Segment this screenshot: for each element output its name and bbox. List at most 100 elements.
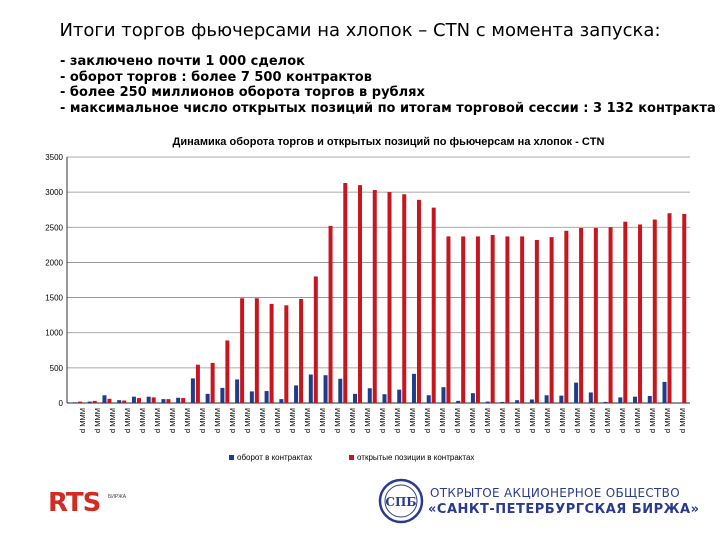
rts-logo: RTS БИРЖА — [48, 488, 158, 518]
open-interest-bar — [269, 303, 274, 403]
summary-list: заключено почти 1 000 сделок оборот торг… — [60, 54, 716, 116]
x-tick-label: d MMM — [528, 408, 537, 433]
x-tick-label: d MMM — [363, 408, 372, 433]
x-tick-label: d MMM — [633, 408, 642, 433]
open-interest-bar — [195, 364, 200, 403]
x-tick-label: d MMM — [258, 408, 267, 433]
open-interest-bar — [431, 207, 436, 403]
x-tick-label: d MMM — [378, 408, 387, 433]
open-interest-bar — [623, 221, 628, 403]
y-tick-label: 0 — [59, 399, 64, 408]
turnover-bar — [220, 387, 225, 403]
open-interest-bar — [254, 298, 259, 403]
spb-company-type: ОТКРЫТОЕ АКЦИОНЕРНОЕ ОБЩЕСТВО — [430, 486, 680, 500]
turnover-bar — [574, 382, 579, 403]
turnover-bar — [426, 395, 431, 403]
turnover-bar — [588, 392, 593, 403]
open-interest-bar — [638, 224, 643, 403]
turnover-bar — [190, 378, 195, 403]
x-tick-label: d MMM — [333, 408, 342, 433]
turnover-bar — [323, 375, 328, 403]
legend-swatch-turnover — [229, 455, 234, 460]
open-interest-bar — [564, 230, 569, 403]
x-tick-label: d MMM — [543, 408, 552, 433]
y-tick-label: 2500 — [45, 223, 63, 232]
open-interest-bar — [461, 236, 466, 403]
y-tick-label: 1000 — [45, 329, 63, 338]
x-tick-label: d MMM — [468, 408, 477, 433]
open-interest-bar — [240, 298, 245, 403]
chart-title: Динамика оборота торгов и открытых позиц… — [173, 136, 605, 148]
turnover-bar — [73, 402, 77, 403]
x-tick-label: d MMM — [303, 408, 312, 433]
x-tick-label: d MMM — [198, 408, 207, 433]
y-tick-label: 500 — [50, 364, 64, 373]
open-interest-bar — [446, 236, 451, 403]
open-interest-bar — [92, 400, 97, 403]
open-interest-bar — [475, 236, 480, 403]
legend-label-turnover: оборот в контрактах — [237, 453, 312, 462]
turnover-bar — [338, 378, 343, 403]
open-interest-bar — [328, 225, 333, 403]
spb-emblem-icon: СПБ — [378, 478, 424, 524]
turnover-bar — [102, 395, 107, 403]
open-interest-bar — [505, 236, 510, 403]
x-tick-label: d MMM — [483, 408, 492, 433]
turnover-bar — [544, 395, 549, 403]
turnover-bar — [618, 397, 623, 403]
turnover-bar — [397, 389, 402, 403]
rts-logo-sub: БИРЖА — [108, 494, 127, 500]
open-interest-bar — [549, 237, 554, 403]
x-tick-label: d MMM — [408, 408, 417, 433]
x-tick-label: d MMM — [183, 408, 192, 433]
x-tick-label: d MMM — [168, 408, 177, 433]
turnover-bar — [279, 399, 284, 403]
x-tick-label: d MMM — [558, 408, 567, 433]
open-interest-bar — [343, 183, 348, 403]
open-interest-bar — [520, 236, 525, 403]
spb-exchange-logo: СПБ ОТКРЫТОЕ АКЦИОНЕРНОЕ ОБЩЕСТВО «САНКТ… — [378, 478, 699, 528]
open-interest-bar — [534, 239, 539, 403]
turnover-bar — [456, 400, 461, 403]
turnover-bar — [411, 373, 416, 403]
turnover-bar — [367, 388, 372, 403]
spb-emblem-text: СПБ — [385, 495, 416, 509]
turnover-bar — [485, 401, 490, 403]
x-tick-label: d MMM — [618, 408, 627, 433]
x-tick-label: d MMM — [93, 408, 102, 433]
summary-item: заключено почти 1 000 сделок — [60, 54, 716, 70]
x-tick-label: d MMM — [603, 408, 612, 433]
turnover-bar — [131, 396, 136, 403]
open-interest-bar — [593, 227, 598, 403]
turnover-bar — [382, 394, 387, 403]
open-interest-bar — [652, 219, 657, 403]
turnover-bar — [87, 401, 92, 403]
y-tick-label: 2000 — [45, 258, 63, 267]
turnover-bar — [294, 385, 299, 403]
summary-item: оборот торгов : более 7 500 контрактов — [60, 70, 716, 86]
open-interest-bar — [579, 227, 584, 403]
open-interest-bar — [608, 227, 613, 403]
y-tick-label: 3500 — [45, 153, 63, 162]
turnover-bar — [603, 401, 608, 403]
open-interest-bar — [682, 213, 687, 403]
x-tick-label: d MMM — [453, 408, 462, 433]
x-tick-label: d MMM — [138, 408, 147, 433]
x-tick-label: d MMM — [318, 408, 327, 433]
x-tick-label: d MMM — [648, 408, 657, 433]
turnover-bar — [161, 399, 166, 403]
open-interest-bar — [122, 400, 127, 403]
turnover-bar — [559, 395, 564, 403]
turnover-bar — [470, 393, 475, 403]
x-tick-label: d MMM — [108, 408, 117, 433]
x-tick-label: d MMM — [573, 408, 582, 433]
x-tick-label: d MMM — [588, 408, 597, 433]
x-tick-label: d MMM — [243, 408, 252, 433]
turnover-bar — [308, 374, 313, 403]
x-tick-label: d MMM — [273, 408, 282, 433]
spb-company-name: «САНКТ-ПЕТЕРБУРГСКАЯ БИРЖА» — [428, 502, 700, 517]
turnover-bar — [249, 391, 254, 403]
turnover-bar — [633, 396, 638, 403]
x-tick-label: d MMM — [393, 408, 402, 433]
